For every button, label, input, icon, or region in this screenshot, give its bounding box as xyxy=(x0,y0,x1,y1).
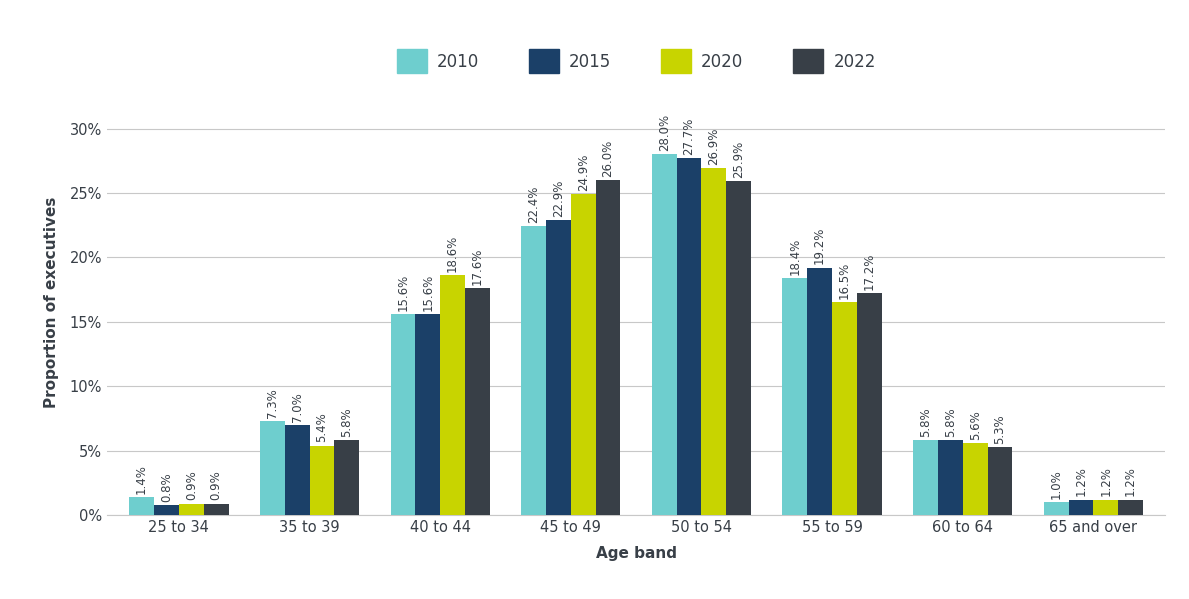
Bar xyxy=(178,504,203,515)
Text: 1.2%: 1.2% xyxy=(1075,467,1088,497)
Text: 22.9%: 22.9% xyxy=(552,180,565,217)
Text: 5.8%: 5.8% xyxy=(340,407,353,437)
Text: 17.2%: 17.2% xyxy=(863,253,876,291)
Bar xyxy=(415,314,440,515)
Text: 15.6%: 15.6% xyxy=(396,274,409,311)
Text: 22.4%: 22.4% xyxy=(527,186,540,223)
Text: 0.8%: 0.8% xyxy=(161,472,172,501)
Bar xyxy=(465,288,490,515)
Bar xyxy=(571,194,596,515)
Text: 26.9%: 26.9% xyxy=(707,128,721,165)
Text: 25.9%: 25.9% xyxy=(732,141,746,178)
Text: 5.6%: 5.6% xyxy=(969,410,982,440)
Bar xyxy=(1069,500,1094,515)
Text: 19.2%: 19.2% xyxy=(813,227,826,265)
Bar xyxy=(913,440,938,515)
Bar xyxy=(130,497,155,515)
Bar xyxy=(677,158,702,515)
Text: 17.6%: 17.6% xyxy=(471,248,484,285)
Bar xyxy=(1118,500,1143,515)
Text: 1.2%: 1.2% xyxy=(1124,467,1137,497)
Text: 1.0%: 1.0% xyxy=(1050,469,1063,499)
Text: 5.8%: 5.8% xyxy=(919,407,932,437)
Bar xyxy=(155,505,178,515)
Bar xyxy=(440,276,465,515)
Text: 1.4%: 1.4% xyxy=(136,464,149,494)
Text: 28.0%: 28.0% xyxy=(658,114,671,151)
Bar xyxy=(726,181,751,515)
Bar xyxy=(963,443,988,515)
Text: 0.9%: 0.9% xyxy=(209,471,222,500)
Legend: 2010, 2015, 2020, 2022: 2010, 2015, 2020, 2022 xyxy=(397,50,875,73)
Bar xyxy=(652,155,677,515)
Bar xyxy=(988,447,1012,515)
Text: 15.6%: 15.6% xyxy=(421,274,434,311)
Text: 18.6%: 18.6% xyxy=(446,235,459,272)
Y-axis label: Proportion of executives: Proportion of executives xyxy=(44,197,58,408)
Bar xyxy=(203,504,228,515)
Bar xyxy=(1044,502,1069,515)
Bar xyxy=(284,425,309,515)
Text: 18.4%: 18.4% xyxy=(788,238,801,275)
Text: 0.9%: 0.9% xyxy=(184,471,197,500)
Text: 7.0%: 7.0% xyxy=(290,392,303,422)
Text: 24.9%: 24.9% xyxy=(577,153,590,191)
Bar xyxy=(782,278,807,515)
Bar xyxy=(596,180,621,515)
Bar xyxy=(938,440,963,515)
Text: 26.0%: 26.0% xyxy=(602,140,615,177)
X-axis label: Age band: Age band xyxy=(596,546,677,561)
Text: 27.7%: 27.7% xyxy=(682,117,696,155)
Text: 1.2%: 1.2% xyxy=(1100,467,1112,497)
Bar xyxy=(1094,500,1118,515)
Bar xyxy=(702,168,726,515)
Bar xyxy=(546,220,571,515)
Text: 5.3%: 5.3% xyxy=(994,414,1006,444)
Text: 7.3%: 7.3% xyxy=(266,388,278,418)
Text: 16.5%: 16.5% xyxy=(838,262,851,300)
Bar xyxy=(260,421,284,515)
Text: 5.8%: 5.8% xyxy=(944,407,957,437)
Bar xyxy=(309,446,334,515)
Bar xyxy=(807,268,832,515)
Bar xyxy=(832,302,857,515)
Bar xyxy=(334,440,359,515)
Bar xyxy=(521,226,546,515)
Bar xyxy=(390,314,415,515)
Text: 5.4%: 5.4% xyxy=(315,413,328,442)
Bar xyxy=(857,294,882,515)
